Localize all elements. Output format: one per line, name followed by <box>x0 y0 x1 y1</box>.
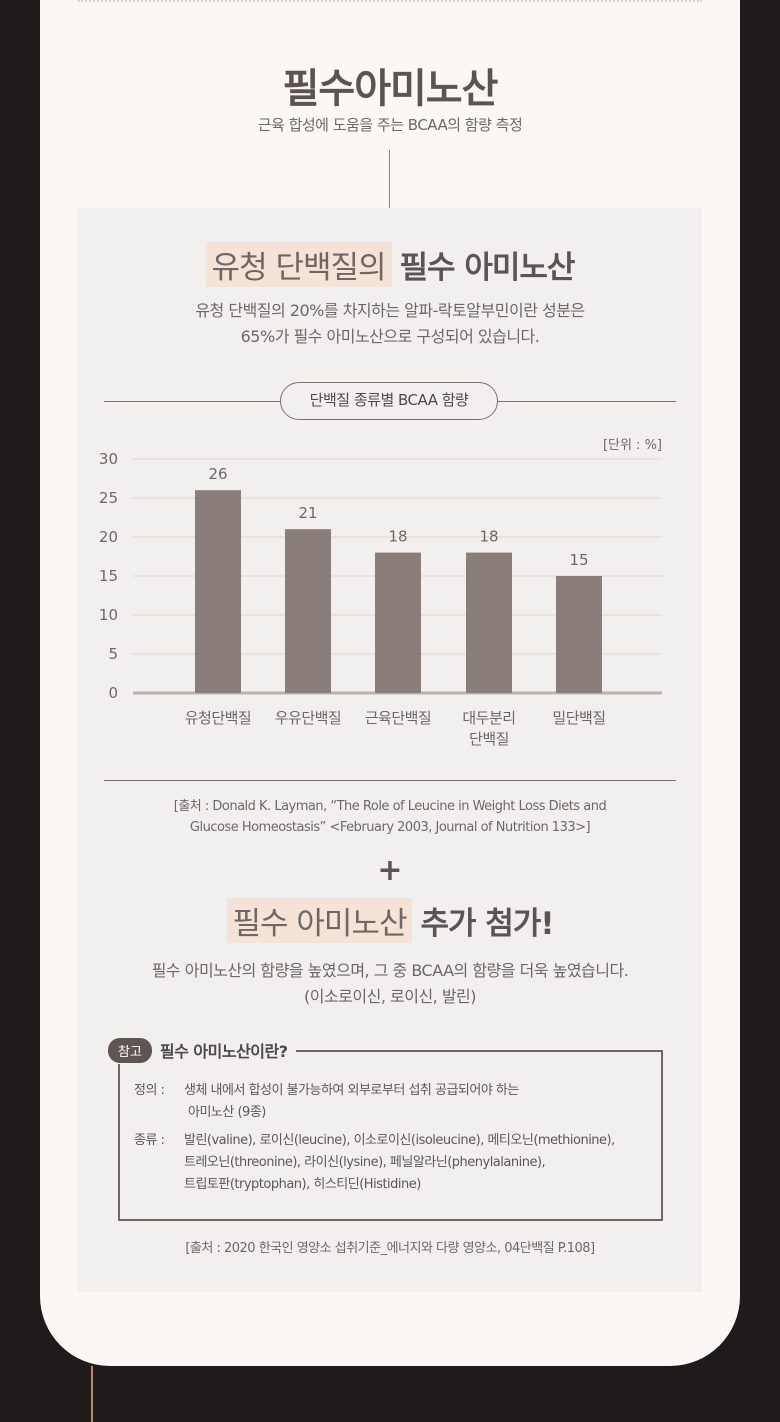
x-tick-label: 근육단백질 <box>365 709 432 727</box>
reference-title: 필수 아미노산이란? <box>159 1042 288 1061</box>
chart-title: 단백질 종류별 BCAA 함량 <box>280 382 498 420</box>
connector-line <box>389 150 390 212</box>
info-panel: 유청 단백질의 필수 아미노산 유청 단백질의 20%를 차지하는 알파-락토알부… <box>78 208 702 1292</box>
section2-desc-line: 필수 아미노산의 함량을 높였으며, 그 중 BCAA의 함량을 더욱 높였습니… <box>151 961 629 980</box>
definition-value: 생체 내에서 합성이 불가능하여 외부로부터 섭취 공급되어야 하는 아미노산 … <box>184 1080 654 1124</box>
page-subtitle: 근육 합성에 도움을 주는 BCAA의 함량 측정 <box>257 116 523 134</box>
chart-source: [출처 : Donald K. Layman, “The Role of Leu… <box>78 796 702 838</box>
bar-chart: 0 5 10 15 20 25 30 26 유청단백질 21 우유단백질 18 근육단백질 18 대두분리단… <box>99 450 662 748</box>
types-line: 트립토판(tryptophan), 히스티딘(Histidine) <box>184 1177 421 1192</box>
y-tick-label: 10 <box>99 606 118 624</box>
bar <box>285 529 331 693</box>
reference-badge: 참고 <box>108 1037 152 1063</box>
section2-heading-bold: 추가 첨가! <box>420 906 554 942</box>
types-key: 종류 : <box>134 1133 165 1148</box>
bar-value-label: 21 <box>298 504 317 522</box>
bar-value-label: 15 <box>569 551 588 569</box>
types-row: 종류 : 발린(valine), 로이신(leucine), 이소로이신(iso… <box>134 1130 654 1200</box>
y-tick-label: 20 <box>99 528 118 546</box>
bar-value-label: 18 <box>388 528 407 546</box>
y-tick-label: 30 <box>99 450 118 468</box>
definition-line: 아미노산 (9종) <box>188 1105 266 1120</box>
types-line: 발린(valine), 로이신(leucine), 이소로이신(isoleuci… <box>184 1133 615 1148</box>
section1-description: 유청 단백질의 20%를 차지하는 알파-락토알부민이란 성분은 65%가 필수… <box>78 298 702 350</box>
bar-value-label: 18 <box>479 528 498 546</box>
chart-source-line: Glucose Homeostasis” <February 2003, Jou… <box>189 820 591 835</box>
x-tick-label: 대두분리 <box>462 709 515 727</box>
section1-heading: 유청 단백질의 필수 아미노산 <box>78 242 702 287</box>
reference-source: [출처 : 2020 한국인 영양소 섭취기준_에너지와 다량 영양소, 04단… <box>185 1241 595 1256</box>
top-dotted-divider <box>78 0 702 2</box>
y-tick-label: 5 <box>108 645 118 663</box>
chart-unit-label: [단위 : %] <box>602 438 662 453</box>
page-title: 필수아미노산 <box>282 66 499 112</box>
bar <box>195 490 241 693</box>
chart-source-line: [출처 : Donald K. Layman, “The Role of Leu… <box>173 799 607 814</box>
reference-header: 참고 필수 아미노산이란? <box>102 1036 296 1064</box>
bottom-accent-line <box>91 1366 93 1422</box>
y-tick-label: 0 <box>108 684 118 702</box>
bar <box>466 552 512 693</box>
section2-heading: 필수 아미노산 추가 첨가! <box>78 898 702 943</box>
section2-description: 필수 아미노산의 함량을 높였으며, 그 중 BCAA의 함량을 더욱 높였습니… <box>78 958 702 1010</box>
section1-heading-bold: 필수 아미노산 <box>399 250 576 286</box>
definition-key: 정의 : <box>134 1083 165 1098</box>
definition-row: 정의 : 생체 내에서 합성이 불가능하여 외부로부터 섭취 공급되어야 하는 … <box>134 1080 654 1124</box>
x-tick-label: 우유단백질 <box>275 709 342 727</box>
bar <box>556 576 602 693</box>
types-line: 트레오닌(threonine), 라이신(lysine), 페닐알라닌(phen… <box>184 1155 546 1170</box>
bar <box>375 552 421 693</box>
section1-heading-highlight: 유청 단백질의 <box>205 242 392 287</box>
x-tick-label: 유청단백질 <box>185 709 252 727</box>
content-card: 필수아미노산 근육 합성에 도움을 주는 BCAA의 함량 측정 유청 단백질의… <box>40 0 740 1366</box>
y-tick-label: 15 <box>99 567 118 585</box>
section1-desc-line: 65%가 필수 아미노산으로 구성되어 있습니다. <box>240 327 540 346</box>
plus-icon: + <box>377 853 403 888</box>
x-tick-label: 단백질 <box>469 730 509 748</box>
definition-line: 생체 내에서 합성이 불가능하여 외부로부터 섭취 공급되어야 하는 <box>184 1083 519 1098</box>
section2-heading-highlight: 필수 아미노산 <box>226 898 413 943</box>
y-tick-label: 25 <box>99 489 118 507</box>
reference-box: 정의 : 생체 내에서 합성이 불가능하여 외부로부터 섭취 공급되어야 하는 … <box>118 1050 663 1221</box>
x-tick-label: 밀단백질 <box>552 709 605 727</box>
section2-desc-line: (이소로이신, 로이신, 발린) <box>303 987 477 1006</box>
types-value: 발린(valine), 로이신(leucine), 이소로이신(isoleuci… <box>184 1130 654 1196</box>
bar-value-label: 26 <box>208 465 227 483</box>
chart-footer-rule <box>104 780 676 781</box>
section1-desc-line: 유청 단백질의 20%를 차지하는 알파-락토알부민이란 성분은 <box>195 301 585 320</box>
